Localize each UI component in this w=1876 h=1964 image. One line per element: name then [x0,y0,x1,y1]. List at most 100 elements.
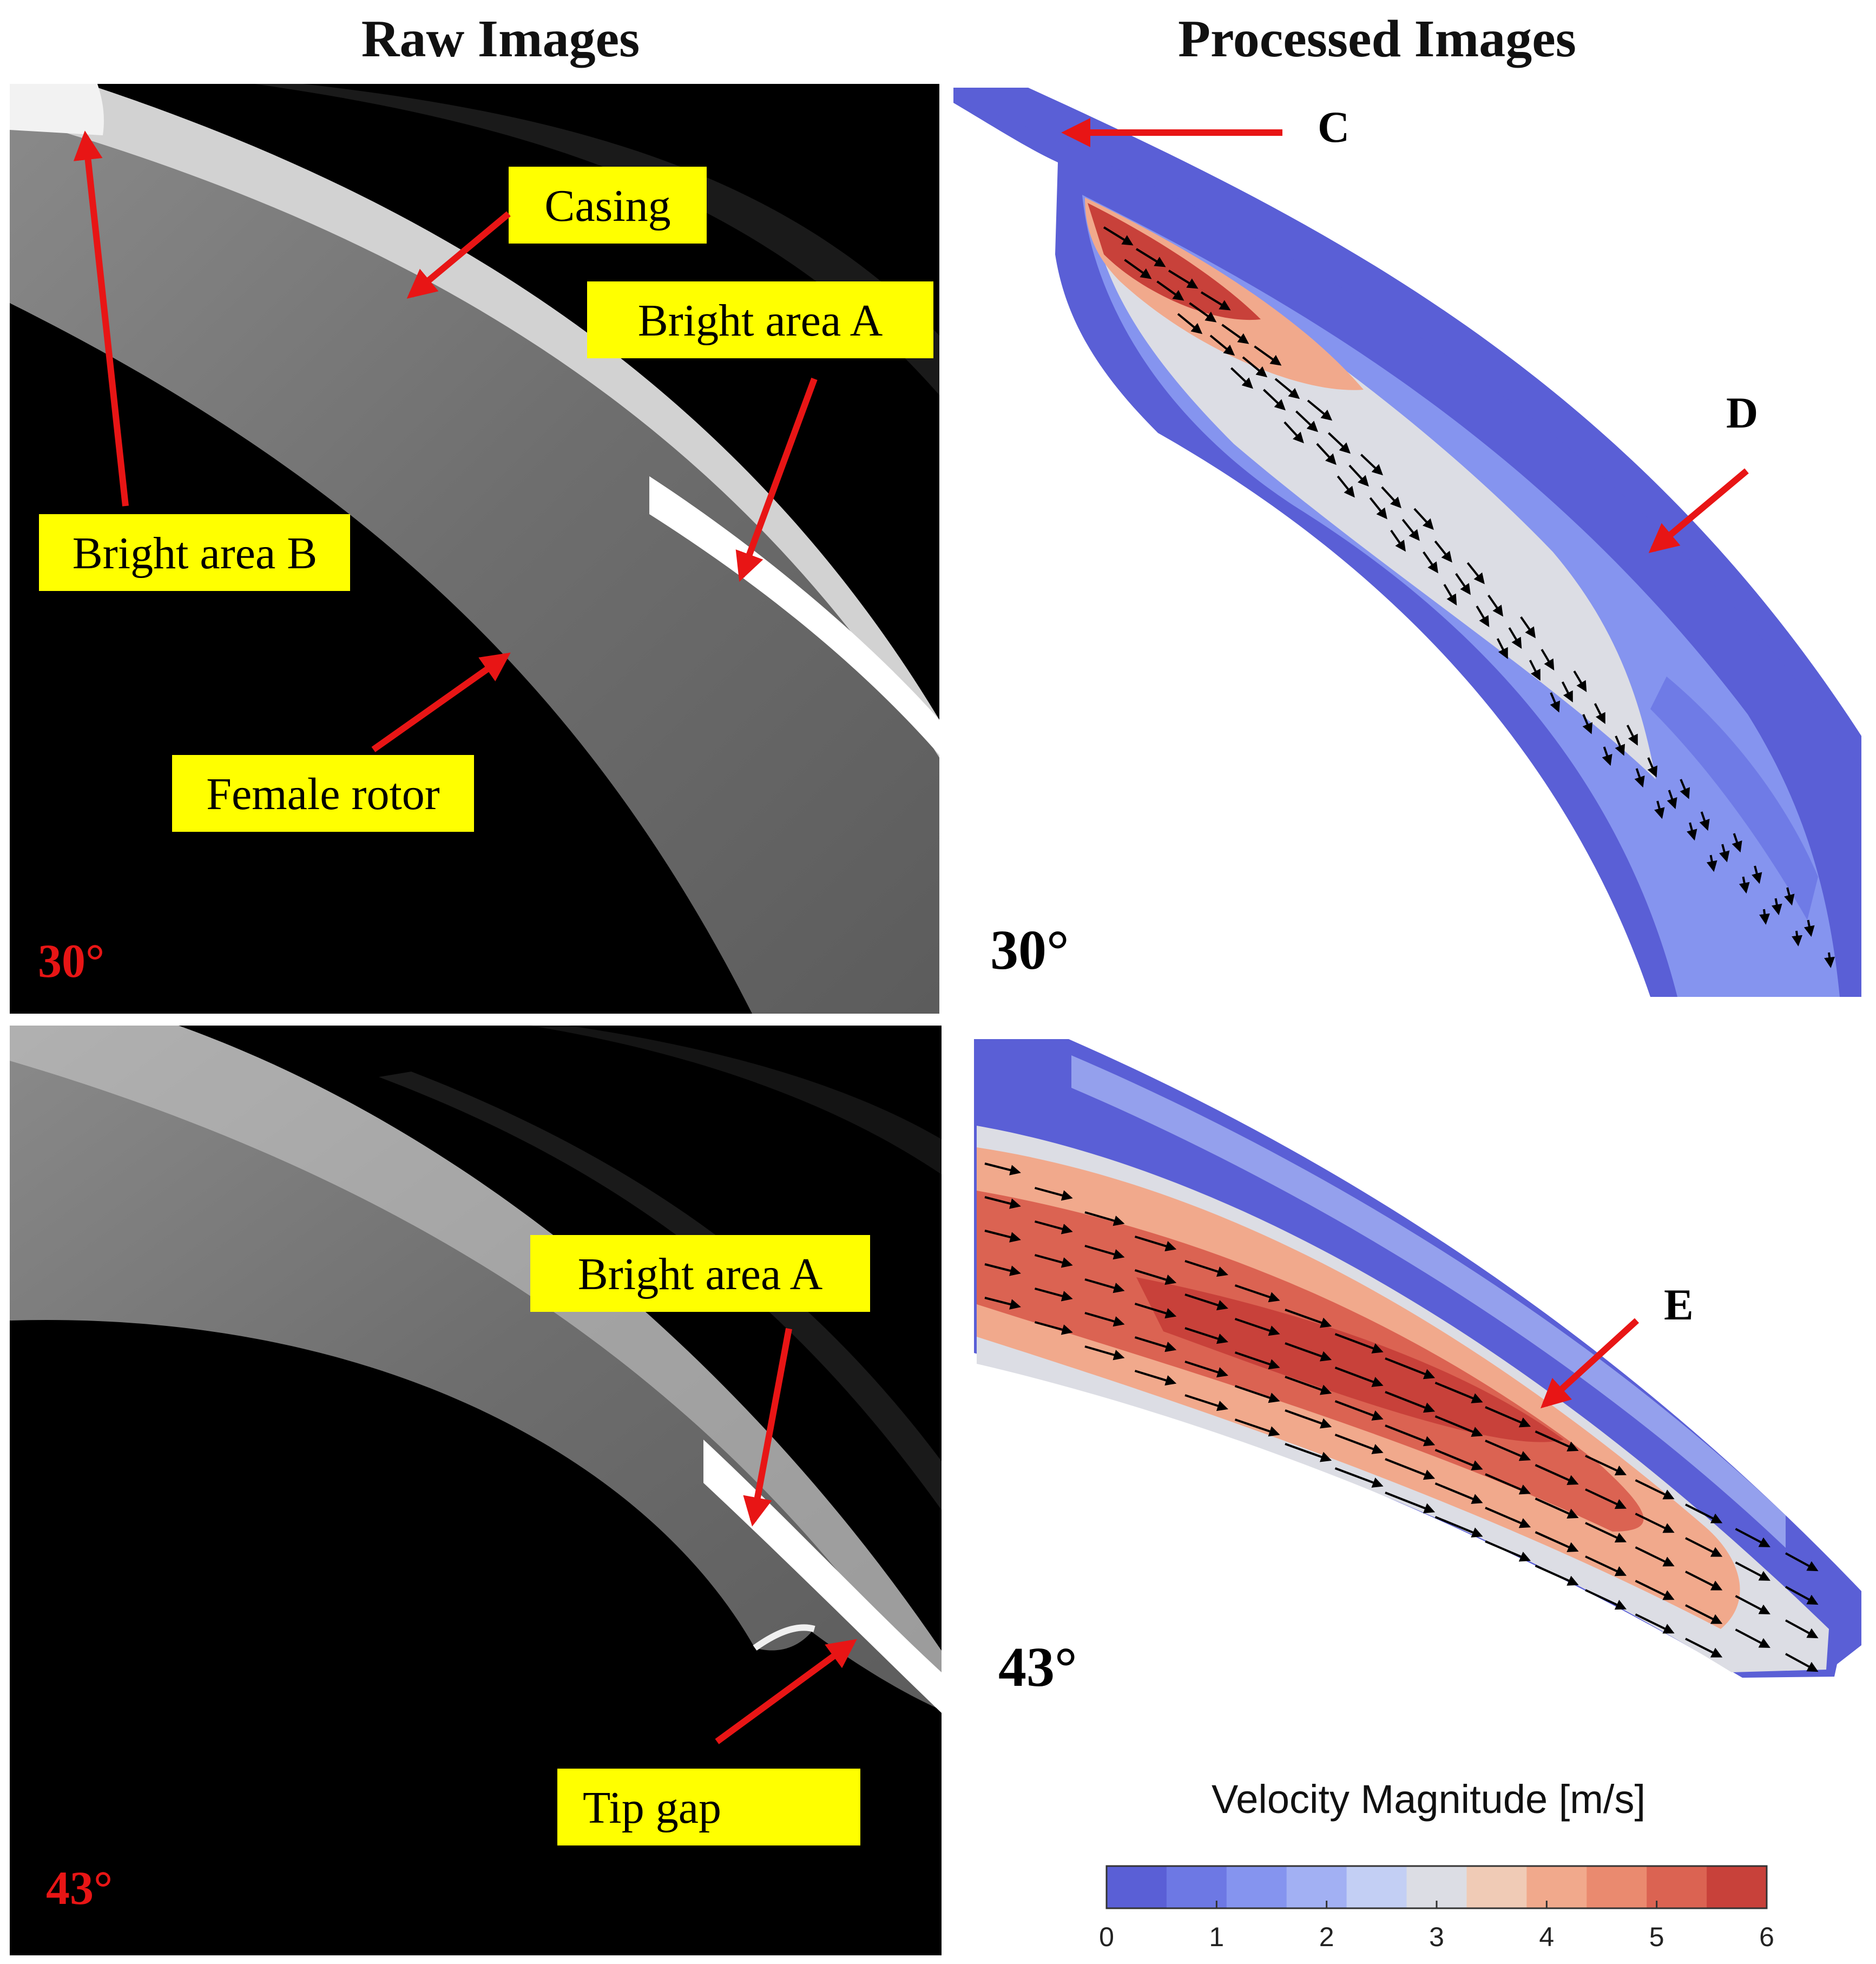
velocity-arrow [1485,1507,1531,1528]
velocity-arrow [1234,1385,1280,1403]
velocity-arrow [1803,919,1815,937]
velocity-arrow [1034,1321,1073,1335]
velocity-arrow [1585,1455,1627,1476]
raw-angle-43: 43° [46,1862,113,1915]
velocity-arrow [1615,735,1625,756]
colorbar-tick-label: 0 [1099,1922,1114,1952]
velocity-arrow [1685,1537,1723,1557]
velocity-arrow [1334,1467,1384,1488]
velocity-arrow [1602,746,1612,766]
colorbar-title: Velocity Magnitude [m/s] [1212,1777,1645,1822]
point-d-label: D [1726,388,1758,437]
colorbar-swatch [1226,1866,1287,1908]
velocity-arrow [1561,681,1573,702]
velocity-arrow [1134,1303,1177,1319]
colorbar-swatch [1286,1866,1347,1908]
processed-angle-30: 30° [990,919,1069,981]
velocity-arrow [1535,1464,1579,1485]
tip-gap-callout [557,1769,860,1845]
velocity-arrow [1485,1540,1531,1562]
velocity-arrow [1719,844,1730,863]
velocity-arrow [1732,833,1742,853]
colorbar-ticks: 0 1 2 3 4 5 6 [1099,1901,1774,1952]
velocity-arrow [1735,1628,1770,1648]
velocity-arrow [1434,1516,1483,1538]
velocity-arrow [1385,1424,1436,1447]
velocity-arrow [1184,1293,1228,1311]
velocity-arrow [1520,616,1536,639]
velocity-arrow [1635,1613,1675,1634]
velocity-arrow [1535,1430,1579,1451]
velocity-arrow [1369,497,1387,520]
velocity-arrow [1635,1546,1675,1567]
velocity-arrow [1434,1415,1483,1437]
bright-area-a-43-label: Bright area A [578,1249,823,1299]
colorbar-tick-label: 3 [1429,1922,1444,1952]
velocity-arrow [1634,768,1645,788]
velocity-arrow [1084,1245,1125,1260]
velocity-arrow [1635,1479,1675,1500]
velocity-arrow [1103,226,1134,246]
colorbar-swatch [1526,1866,1587,1908]
velocity-arrow [1337,475,1355,498]
velocity-arrow [1785,1552,1819,1572]
raw-image-43 [10,1026,942,1955]
velocity-arrow [1034,1187,1073,1201]
velocity-arrow [1184,1394,1228,1411]
casing-label: Casing [544,181,670,231]
velocity-arrow [1385,1458,1436,1480]
velocity-arrow [1134,1370,1177,1386]
velocity-arrow [1209,334,1235,356]
velocity-arrow [1739,876,1750,894]
velocity-arrow [1156,280,1184,301]
velocity-arrow [1685,1638,1723,1658]
velocity-arrow [1582,714,1593,734]
velocity-arrow [1585,1589,1627,1610]
velocity-arrow [1585,1555,1627,1577]
bright-area-a-43-callout [530,1235,870,1312]
colorbar-swatch [1647,1866,1707,1908]
velocity-arrow [1348,464,1369,487]
bright-area-b-arrow [73,130,129,507]
velocity-arrow [1685,1604,1723,1624]
velocity-arrow [1242,356,1268,378]
velocity-arrow [1824,952,1835,968]
velocity-arrow [1184,1260,1228,1277]
bright-area-b-callout [39,514,350,591]
velocity-arrow [1585,1488,1627,1509]
velocity-arrow [1434,540,1452,563]
velocity-arrow [1234,1418,1280,1437]
velocity-arrow [1735,1561,1770,1581]
velocity-arrow [1360,454,1384,476]
velocity-arrow [1285,1376,1332,1395]
velocity-arrow [1316,443,1337,465]
velocity-arrow [1177,313,1203,334]
bright-area-a-arrow [735,377,818,582]
velocity-arrow [1508,627,1522,649]
velocity-arrow [1254,345,1282,366]
colorbar-tick-label: 6 [1759,1922,1774,1952]
velocity-arrow [1381,486,1401,509]
velocity-arrow [1735,1595,1770,1614]
velocity-arrow [1706,855,1717,872]
velocity-arrow [1334,1434,1384,1454]
velocity-arrow [1084,1211,1125,1226]
velocity-arrow [1295,410,1319,432]
velocity-arrow [1413,508,1434,530]
velocity-arrow [1423,551,1438,574]
velocity-arrow [1476,605,1490,627]
point-e-arrow [1541,1318,1640,1409]
processed-image-30 [953,88,1861,997]
velocity-arrow [1334,1367,1384,1387]
velocity-arrow [1184,1361,1228,1378]
velocity-arrow [1792,930,1803,947]
bright-area-a-43-arrow [743,1328,792,1527]
point-c-label: C [1318,102,1350,152]
velocity-arrow [1434,1382,1483,1403]
bright-area-a-label: Bright area A [638,295,883,346]
velocity-arrow [1134,1236,1177,1252]
velocity-arrow [984,1297,1021,1310]
colorbar-tick-label: 5 [1649,1922,1664,1952]
velocity-arrow [1124,259,1152,279]
velocity-arrow [1134,1336,1177,1352]
